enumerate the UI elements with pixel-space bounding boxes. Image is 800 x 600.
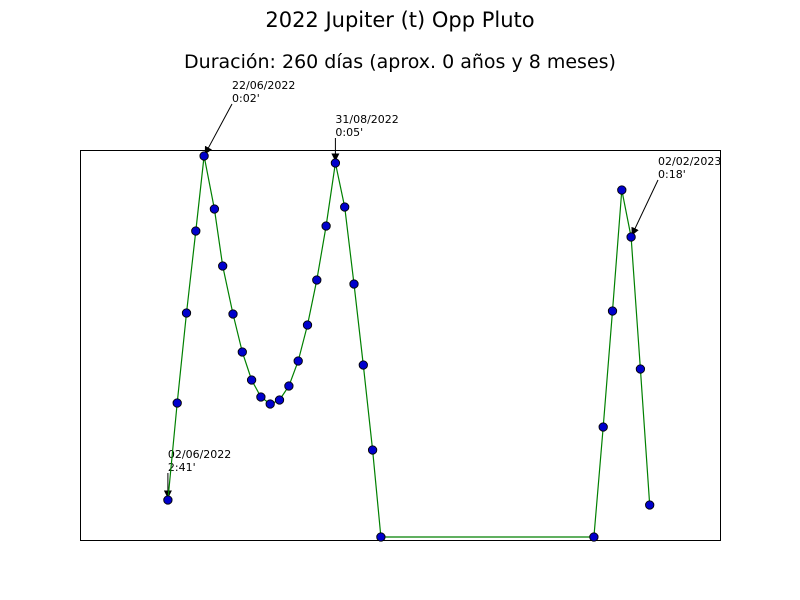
data-point-7 [228,309,238,319]
series-line [167,155,651,538]
annotation-value: 0:02' [232,92,260,105]
annotation-date: 31/08/2022 [335,113,398,126]
data-point-26 [607,306,618,316]
plot-area [80,150,721,541]
data-point-1 [172,398,182,408]
data-point-18 [330,158,341,168]
data-point-29 [635,364,646,374]
data-point-9 [246,375,257,385]
data-point-6 [218,261,228,271]
annotation-date: 02/02/2023 [658,155,721,168]
data-point-0 [163,495,173,505]
data-point-24 [589,532,599,542]
data-point-22 [367,445,378,455]
data-point-5 [209,204,220,214]
chart-subtitle: Duración: 260 días (aprox. 0 años y 8 me… [184,51,616,73]
data-point-15 [302,320,313,330]
annotation-value: 0:18' [658,168,686,181]
data-point-11 [265,399,275,409]
data-point-8 [237,347,247,357]
data-point-3 [191,226,201,236]
data-point-30 [645,500,655,510]
data-markers [163,151,655,542]
annotation-date: 02/06/2022 [168,448,231,461]
data-point-19 [340,202,350,212]
chart-title: 2022 Jupiter (t) Opp Pluto [265,8,535,32]
data-point-12 [274,395,285,405]
annotation-value: 2:41' [168,461,196,474]
data-point-13 [284,381,294,391]
annotation-arrow [631,179,659,236]
data-point-23 [376,532,386,542]
data-point-27 [617,185,627,195]
annotation-date: 22/06/2022 [232,79,295,92]
data-point-2 [181,308,192,318]
data-point-14 [293,356,303,366]
data-point-17 [321,221,331,231]
data-point-21 [358,360,368,370]
data-point-16 [312,275,322,285]
annotation-value: 0:05' [335,126,363,139]
data-point-4 [199,151,209,161]
data-point-10 [256,392,266,402]
data-point-28 [626,232,636,242]
annotation-arrow [204,103,233,155]
data-point-20 [349,279,359,289]
data-point-25 [598,422,608,432]
